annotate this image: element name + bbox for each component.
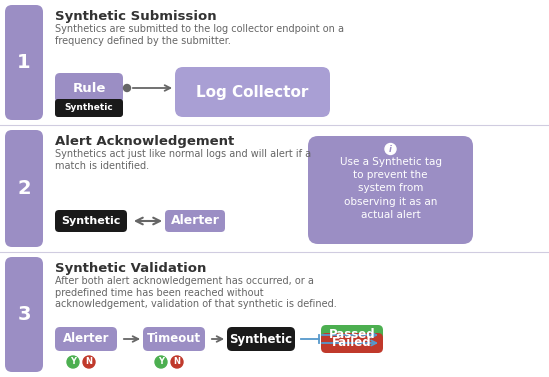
Text: Y: Y [70,357,76,366]
Text: Passed: Passed [329,328,376,342]
Text: Use a Synthetic tag
to prevent the
system from
observing it as an
actual alert: Use a Synthetic tag to prevent the syste… [339,157,441,220]
Circle shape [124,84,131,92]
Text: Synthetics are submitted to the log collector endpoint on a
frequency defined by: Synthetics are submitted to the log coll… [55,24,344,46]
FancyBboxPatch shape [55,99,123,117]
Text: Synthetic: Synthetic [61,216,121,226]
FancyBboxPatch shape [321,333,383,353]
Text: Y: Y [158,357,164,366]
Circle shape [67,356,79,368]
FancyBboxPatch shape [5,257,43,372]
FancyBboxPatch shape [308,136,473,244]
FancyBboxPatch shape [321,325,383,345]
Text: Alerter: Alerter [171,215,220,227]
Text: 1: 1 [17,53,31,72]
Text: Alerter: Alerter [63,333,109,345]
Text: Synthetics act just like normal logs and will alert if a
match is identified.: Synthetics act just like normal logs and… [55,149,311,171]
Text: Synthetic Submission: Synthetic Submission [55,10,217,23]
Text: Synthetic: Synthetic [65,104,114,112]
Text: 2: 2 [17,179,31,198]
Text: Timeout: Timeout [147,333,201,345]
Text: After both alert acknowledgement has occurred, or a
predefined time has been rea: After both alert acknowledgement has occ… [55,276,337,309]
Text: i: i [389,144,392,153]
Text: Synthetic Validation: Synthetic Validation [55,262,206,275]
Circle shape [83,356,95,368]
FancyBboxPatch shape [227,327,295,351]
Circle shape [155,356,167,368]
Circle shape [171,356,183,368]
FancyBboxPatch shape [55,73,123,103]
Text: Log Collector: Log Collector [197,84,309,100]
Text: Failed: Failed [332,337,372,349]
FancyBboxPatch shape [5,130,43,247]
FancyBboxPatch shape [143,327,205,351]
FancyBboxPatch shape [165,210,225,232]
Text: Alert Acknowledgement: Alert Acknowledgement [55,135,234,148]
Text: N: N [173,357,181,366]
Text: Synthetic: Synthetic [229,333,293,345]
FancyBboxPatch shape [55,327,117,351]
FancyBboxPatch shape [55,210,127,232]
FancyBboxPatch shape [175,67,330,117]
Text: 3: 3 [17,305,31,324]
Text: Rule: Rule [72,81,106,95]
Circle shape [385,144,396,155]
FancyBboxPatch shape [5,5,43,120]
Text: N: N [86,357,92,366]
